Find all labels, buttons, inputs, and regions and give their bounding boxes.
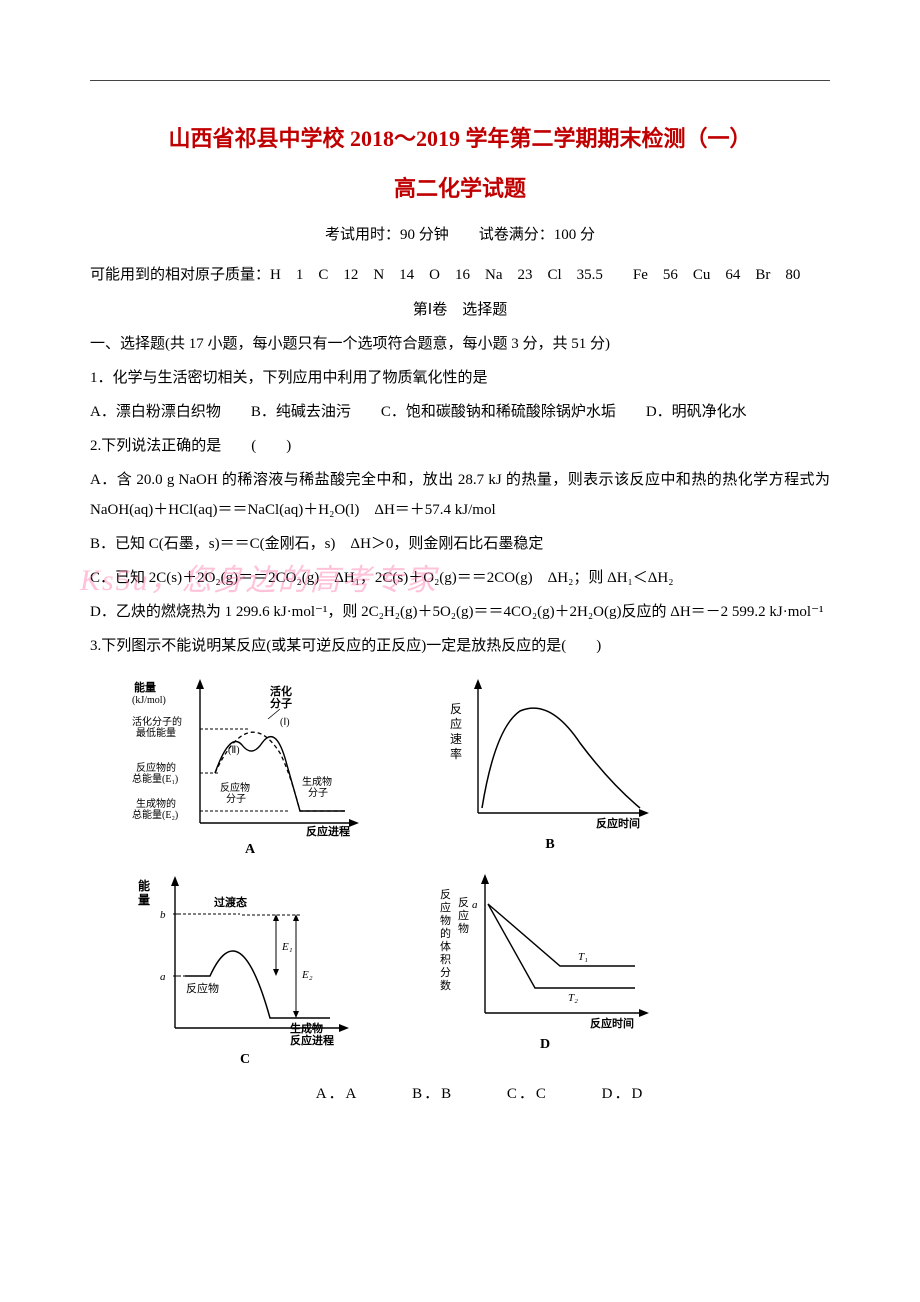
svg-text:过渡态: 过渡态 bbox=[214, 895, 247, 909]
svg-text:反应物的: 反应物的 bbox=[136, 761, 176, 774]
svg-text:积: 积 bbox=[440, 953, 451, 966]
svg-text:总能量(E₁): 总能量(E₁) bbox=[132, 772, 178, 785]
svg-text:(Ⅱ): (Ⅱ) bbox=[228, 745, 240, 756]
svg-text:反: 反 bbox=[440, 888, 451, 901]
svg-text:反: 反 bbox=[458, 896, 469, 909]
svg-text:反应进程: 反应进程 bbox=[290, 1033, 334, 1047]
chart-b: 反 应 速 率 反应时间 B bbox=[440, 673, 660, 858]
svg-text:E₁: E₁ bbox=[281, 941, 293, 953]
q3-charts: 能量 (kJ/mol) 活化分子的 最低能量 反应物的 总能量(E₁) 生成物的… bbox=[130, 673, 830, 1103]
svg-text:数: 数 bbox=[440, 979, 451, 992]
svg-text:分子: 分子 bbox=[270, 696, 292, 710]
q3-opt-b: B．B bbox=[412, 1086, 453, 1102]
chart-d: 反 应 物 的 体 积 分 数 反 应 物 a T₁ bbox=[430, 868, 660, 1068]
svg-text:率: 率 bbox=[450, 746, 462, 761]
q2-option-c: C．已知 2C(s)＋2O₂(g)＝＝2CO₂(g) ΔH₁，2C(s)＋O₂(… bbox=[90, 563, 830, 593]
chart-a: 能量 (kJ/mol) 活化分子的 最低能量 反应物的 总能量(E₁) 生成物的… bbox=[130, 673, 370, 858]
svg-text:能: 能 bbox=[138, 878, 150, 893]
q3-opt-a: A．A bbox=[316, 1086, 359, 1102]
exam-info: 考试用时：90 分钟 试卷满分：100 分 bbox=[90, 223, 830, 244]
svg-text:a: a bbox=[472, 899, 478, 911]
chart-a-label: A bbox=[245, 842, 255, 858]
svg-text:物: 物 bbox=[458, 921, 469, 935]
svg-text:生成物: 生成物 bbox=[290, 1021, 323, 1035]
chart-c-label: C bbox=[240, 1052, 250, 1068]
q1-options: A．漂白粉漂白织物 B．纯碱去油污 C．饱和碳酸钠和稀硫酸除锅炉水垢 D．明矾净… bbox=[90, 397, 830, 427]
svg-text:反应时间: 反应时间 bbox=[596, 816, 640, 830]
top-rule bbox=[90, 80, 830, 81]
svg-text:反应时间: 反应时间 bbox=[590, 1016, 634, 1030]
chart-row-1: 能量 (kJ/mol) 活化分子的 最低能量 反应物的 总能量(E₁) 生成物的… bbox=[130, 673, 830, 858]
chart-a-svg: 能量 (kJ/mol) 活化分子的 最低能量 反应物的 总能量(E₁) 生成物的… bbox=[130, 673, 370, 838]
q2-option-d: D．乙炔的燃烧热为 1 299.6 kJ·mol⁻¹，则 2C₂H₂(g)＋5O… bbox=[90, 597, 830, 627]
q3-opt-d: D．D bbox=[602, 1086, 645, 1102]
q3-stem: 3.下列图示不能说明某反应(或某可逆反应的正反应)一定是放热反应的是( ) bbox=[90, 631, 830, 661]
svg-text:反应物: 反应物 bbox=[186, 981, 219, 995]
chart-row-2: 能 量 a b 过渡态 反应物 生成物 bbox=[130, 868, 830, 1068]
svg-text:E₂: E₂ bbox=[301, 969, 313, 981]
svg-text:速: 速 bbox=[450, 732, 462, 746]
svg-text:T₂: T₂ bbox=[568, 992, 578, 1004]
chart-c: 能 量 a b 过渡态 反应物 生成物 bbox=[130, 868, 360, 1068]
q2-stem: 2.下列说法正确的是 ( ) bbox=[90, 431, 830, 461]
svg-text:反应物: 反应物 bbox=[220, 781, 250, 794]
title-line2: 高二化学试题 bbox=[90, 171, 830, 203]
q3-opt-c: C．C bbox=[507, 1086, 548, 1102]
chart-c-svg: 能 量 a b 过渡态 反应物 生成物 bbox=[130, 868, 360, 1048]
svg-text:应: 应 bbox=[450, 716, 462, 731]
svg-text:分子: 分子 bbox=[308, 787, 328, 799]
svg-text:生成物的: 生成物的 bbox=[136, 797, 176, 810]
svg-text:分子: 分子 bbox=[226, 793, 246, 805]
svg-text:体: 体 bbox=[440, 939, 451, 953]
svg-text:反: 反 bbox=[450, 702, 462, 716]
svg-text:活化分子的: 活化分子的 bbox=[132, 715, 182, 728]
svg-text:反应进程: 反应进程 bbox=[306, 824, 350, 838]
svg-text:物: 物 bbox=[440, 913, 451, 927]
svg-text:生成物: 生成物 bbox=[302, 775, 332, 788]
section-1-instructions: 一、选择题(共 17 小题，每小题只有一个选项符合题意，每小题 3 分，共 51… bbox=[90, 329, 830, 359]
chart-d-label: D bbox=[540, 1037, 550, 1053]
svg-text:能量: 能量 bbox=[134, 680, 156, 694]
title-line1: 山西省祁县中学校 2018～2019 学年第二学期期末检测（一） bbox=[90, 121, 830, 153]
svg-text:量: 量 bbox=[138, 893, 150, 907]
svg-text:a: a bbox=[160, 971, 166, 983]
page: 山西省祁县中学校 2018～2019 学年第二学期期末检测（一） 高二化学试题 … bbox=[0, 0, 920, 1302]
svg-text:T₁: T₁ bbox=[578, 951, 588, 963]
chart-d-svg: 反 应 物 的 体 积 分 数 反 应 物 a T₁ bbox=[430, 868, 660, 1033]
q1-stem: 1．化学与生活密切相关，下列应用中利用了物质氧化性的是 bbox=[90, 363, 830, 393]
svg-text:b: b bbox=[160, 909, 166, 921]
q2-option-a: A．含 20.0 g NaOH 的稀溶液与稀盐酸完全中和，放出 28.7 kJ … bbox=[90, 465, 830, 525]
atomic-masses: 可能用到的相对原子质量：H 1 C 12 N 14 O 16 Na 23 Cl … bbox=[90, 260, 830, 290]
svg-text:分: 分 bbox=[440, 966, 451, 979]
svg-text:的: 的 bbox=[440, 926, 451, 940]
svg-text:应: 应 bbox=[458, 908, 469, 922]
svg-text:(kJ/mol): (kJ/mol) bbox=[132, 695, 166, 706]
chart-b-label: B bbox=[545, 837, 554, 853]
svg-text:(Ⅰ): (Ⅰ) bbox=[280, 717, 290, 728]
svg-text:最低能量: 最低能量 bbox=[136, 726, 176, 739]
section-1-label: 第Ⅰ卷 选择题 bbox=[90, 298, 830, 319]
q3-answer-options: A．A B．B C．C D．D bbox=[130, 1082, 830, 1103]
chart-b-svg: 反 应 速 率 反应时间 bbox=[440, 673, 660, 833]
svg-text:活化: 活化 bbox=[270, 684, 292, 698]
q2-option-b: B．已知 C(石墨，s)＝＝C(金刚石，s) ΔH＞0，则金刚石比石墨稳定 bbox=[90, 529, 830, 559]
svg-text:总能量(E₂): 总能量(E₂) bbox=[132, 808, 178, 821]
svg-text:应: 应 bbox=[440, 900, 451, 914]
